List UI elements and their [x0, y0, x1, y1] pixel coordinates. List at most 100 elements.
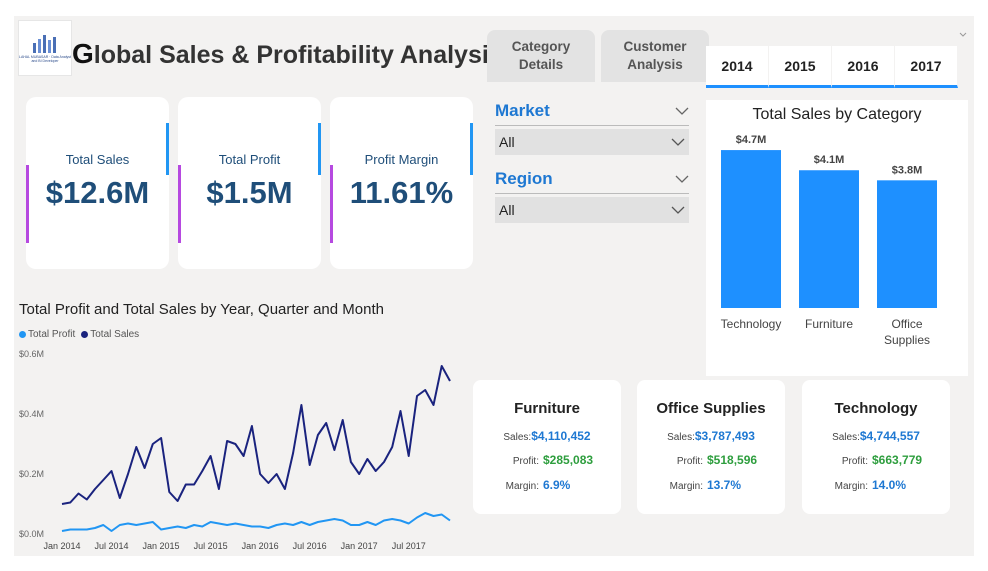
category-margin-row: Margin: 13.7% [637, 478, 785, 492]
margin-label: Margin: [834, 481, 868, 492]
margin-label: Margin: [505, 481, 539, 492]
sales-value: $4,110,452 [531, 429, 591, 443]
kpi-accent-bar [330, 165, 333, 243]
category-card-furniture: Furniture Sales:$4,110,452 Profit: $285,0… [473, 380, 621, 514]
margin-value: 13.7% [707, 478, 742, 492]
bar-data-label: $4.7M [736, 134, 767, 146]
x-tick-label: Jul 2017 [392, 541, 426, 551]
kpi-accent-bar [26, 165, 29, 243]
kpi-accent-bar [166, 123, 169, 175]
region-slicer-label: Region [495, 169, 553, 188]
kpi-accent-bar [178, 165, 181, 243]
report-canvas: LAHAL MUBASAR · Data Analyst and BI Deve… [14, 16, 974, 556]
legend-dot-sales [81, 331, 89, 338]
legend-label-profit[interactable]: Total Profit [28, 329, 76, 340]
category-card-title: Technology [834, 400, 918, 417]
x-tick-label: Jan 2014 [43, 541, 80, 551]
y-tick-label: $0.2M [19, 469, 44, 479]
bar-furniture[interactable] [799, 170, 859, 308]
margin-label: Margin: [669, 481, 703, 492]
kpi-card-total-profit: Total Profit $1.5M [178, 97, 321, 269]
bar-chart: $4.7M Technology $4.1M Furniture $3.8M Office… [721, 134, 937, 347]
tab-category-details[interactable]: Category Details [487, 30, 595, 82]
line-chart-title: Total Profit and Total Sales by Year, Qu… [19, 301, 384, 318]
category-sales-row: Sales:$4,744,557 [802, 429, 950, 443]
legend-dot-profit [19, 331, 26, 338]
profit-value: $285,083 [543, 453, 594, 467]
sales-label: Sales: [667, 432, 695, 443]
chevron-down-icon[interactable] [958, 30, 968, 40]
market-slicer: Market All [495, 100, 689, 155]
kpi-label: Total Profit [218, 152, 281, 167]
region-dropdown[interactable]: All [495, 197, 689, 223]
x-tick-label: Jul 2015 [194, 541, 228, 551]
sales-label: Sales: [503, 432, 532, 443]
category-profit-row: Profit: $663,779 [802, 453, 950, 467]
market-dropdown-value: All [499, 134, 515, 150]
sales-value: $3,787,493 [694, 429, 755, 443]
margin-value: 6.9% [543, 478, 571, 492]
category-sales-row: Sales:$3,787,493 [637, 429, 785, 443]
legend-label-sales[interactable]: Total Sales [90, 329, 140, 340]
profit-label: Profit: [512, 456, 539, 467]
bar-category-label: Furniture [805, 317, 853, 331]
line-chart-legend: Total Profit Total Sales [19, 329, 139, 340]
divider [495, 125, 689, 126]
page-title-initial: G [72, 38, 94, 69]
chevron-down-icon[interactable] [675, 106, 689, 116]
market-slicer-label: Market [495, 101, 550, 120]
kpi-accent-bar [470, 123, 473, 175]
profit-value: $663,779 [872, 453, 923, 467]
logo-caption: LAHAL MUBASAR · Data Analyst and BI Deve… [19, 55, 72, 63]
market-dropdown[interactable]: All [495, 129, 689, 155]
x-tick-label: Jan 2017 [341, 541, 378, 551]
category-profit-row: Profit: $518,596 [637, 453, 785, 467]
company-logo: LAHAL MUBASAR · Data Analyst and BI Deve… [18, 20, 72, 76]
profit-value: $518,596 [707, 453, 758, 467]
category-card-technology: Technology Sales:$4,744,557 Profit: $663,… [802, 380, 950, 514]
line-chart: $0.6M $0.4M $0.2M $0.0M Jan 2014 Jul 2014 Jan … [19, 349, 451, 551]
kpi-label: Total Sales [65, 152, 130, 167]
year-button-2017[interactable]: 2017 [895, 46, 958, 88]
tab-customer-analysis[interactable]: Customer Analysis [601, 30, 709, 82]
page-title-rest: lobal Sales & Profitability Analysis [93, 41, 503, 69]
sales-label: Sales: [832, 432, 860, 443]
category-margin-row: Margin: 6.9% [473, 478, 621, 492]
bar-technology[interactable] [721, 150, 781, 308]
series-line-total-profit[interactable] [61, 512, 451, 532]
year-button-2015[interactable]: 2015 [769, 46, 832, 88]
bar-category-label: Supplies [884, 333, 930, 347]
kpi-value: 11.61% [349, 175, 454, 210]
page-title: Global Sales & Profitability Analysis [72, 38, 503, 70]
bar-chart-logo-icon [33, 35, 56, 53]
bar-data-label: $4.1M [814, 154, 845, 166]
x-tick-label: Jan 2016 [242, 541, 279, 551]
x-tick-label: Jul 2014 [95, 541, 129, 551]
y-tick-label: $0.4M [19, 409, 44, 419]
chevron-down-icon [671, 206, 685, 214]
category-card-title: Office Supplies [656, 400, 766, 417]
region-dropdown-value: All [499, 202, 515, 218]
sales-value: $4,744,557 [859, 429, 920, 443]
bar-category-label: Office [891, 317, 922, 331]
category-margin-row: Margin: 14.0% [802, 478, 950, 492]
year-slicer: 2014 2015 2016 2017 [706, 46, 958, 88]
kpi-card-total-sales: Total Sales $12.6M [26, 97, 169, 269]
bar-chart-title: Total Sales by Category [752, 106, 922, 123]
divider [495, 193, 689, 194]
year-button-2016[interactable]: 2016 [832, 46, 895, 88]
x-tick-label: Jul 2016 [293, 541, 327, 551]
chevron-down-icon[interactable] [675, 174, 689, 184]
category-card-office-supplies: Office Supplies Sales:$3,787,493 Profit:… [637, 380, 785, 514]
series-line-total-sales[interactable] [61, 365, 451, 505]
category-profit-row: Profit: $285,083 [473, 453, 621, 467]
region-slicer: Region All [495, 168, 689, 223]
category-sales-row: Sales:$4,110,452 [473, 429, 621, 443]
category-card-title: Furniture [514, 400, 580, 417]
kpi-accent-bar [318, 123, 321, 175]
bar-chart-panel: Total Sales by Category $4.7M Technology $… [706, 100, 968, 376]
x-tick-label: Jan 2015 [143, 541, 180, 551]
year-button-2014[interactable]: 2014 [706, 46, 769, 88]
margin-value: 14.0% [872, 478, 907, 492]
bar-office-supplies[interactable] [877, 180, 937, 308]
